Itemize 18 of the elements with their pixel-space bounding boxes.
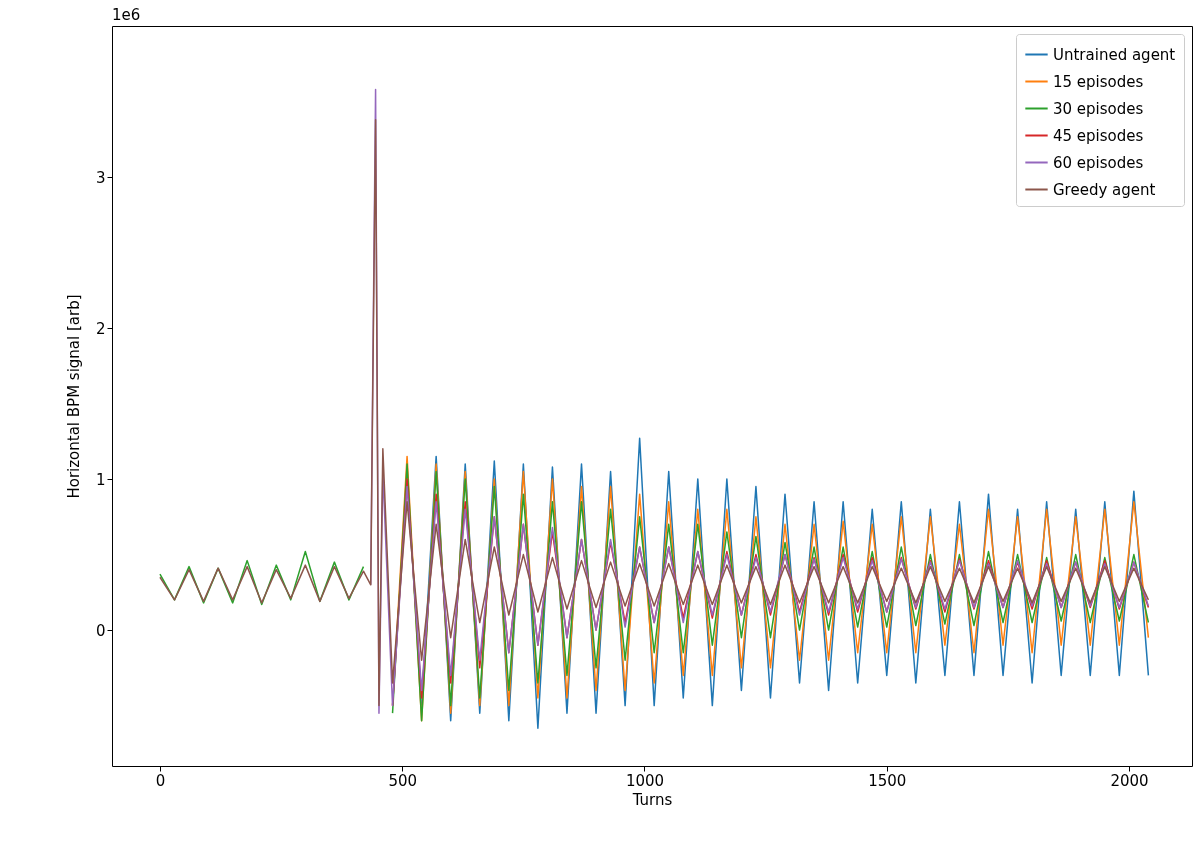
y-axis-title: Horizontal BPM signal [arb] [64,294,83,499]
legend-label: 30 episodes [1053,99,1144,118]
x-tick-label: 500 [388,771,418,790]
x-tick-label: 1000 [625,771,665,790]
y-tick-label: 2 [95,319,106,338]
legend-label: Greedy agent [1053,180,1156,199]
x-tick-label: 0 [155,771,166,790]
legend-label: Untrained agent [1053,45,1176,64]
text: 1e6 [112,6,141,24]
y-tick-label: 1 [95,470,106,489]
legend-label: 45 episodes [1053,126,1144,145]
legend-label: 15 episodes [1053,72,1144,91]
y-tick-label: 0 [95,621,106,640]
x-tick-label: 1500 [868,771,907,790]
legend-label: 60 episodes [1053,153,1144,172]
x-tick-label: 2000 [1110,771,1149,790]
y-tick-label: 3 [95,168,106,187]
x-axis-title: Turns [631,790,673,809]
